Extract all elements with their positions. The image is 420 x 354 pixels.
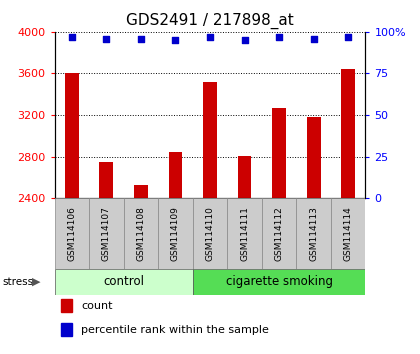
Bar bbox=[193, 198, 227, 269]
Bar bbox=[238, 156, 252, 198]
Bar bbox=[203, 82, 217, 198]
Text: GSM114112: GSM114112 bbox=[275, 206, 284, 261]
Text: GSM114110: GSM114110 bbox=[205, 206, 215, 261]
Bar bbox=[134, 185, 148, 198]
Point bbox=[138, 36, 144, 41]
Bar bbox=[307, 117, 320, 198]
Bar bbox=[193, 269, 365, 295]
Point bbox=[241, 37, 248, 43]
Text: GSM114114: GSM114114 bbox=[344, 206, 353, 261]
Text: GSM114109: GSM114109 bbox=[171, 206, 180, 261]
Text: ▶: ▶ bbox=[32, 277, 40, 287]
Bar bbox=[89, 198, 123, 269]
Bar bbox=[262, 198, 297, 269]
Bar bbox=[158, 198, 193, 269]
Text: GSM114108: GSM114108 bbox=[136, 206, 145, 261]
Text: GSM114111: GSM114111 bbox=[240, 206, 249, 261]
Text: GDS2491 / 217898_at: GDS2491 / 217898_at bbox=[126, 12, 294, 29]
Text: count: count bbox=[81, 301, 113, 310]
Bar bbox=[61, 299, 72, 312]
Bar bbox=[55, 269, 193, 295]
Point bbox=[207, 34, 213, 40]
Point bbox=[68, 34, 75, 40]
Text: cigarette smoking: cigarette smoking bbox=[226, 275, 333, 288]
Bar bbox=[65, 74, 79, 198]
Bar bbox=[297, 198, 331, 269]
Bar bbox=[331, 198, 365, 269]
Point bbox=[345, 34, 352, 40]
Bar bbox=[272, 108, 286, 198]
Text: GSM114106: GSM114106 bbox=[67, 206, 76, 261]
Point bbox=[276, 34, 282, 40]
Bar bbox=[227, 198, 262, 269]
Bar bbox=[168, 153, 182, 198]
Point bbox=[310, 36, 317, 41]
Text: percentile rank within the sample: percentile rank within the sample bbox=[81, 325, 269, 335]
Bar bbox=[61, 323, 72, 336]
Point bbox=[103, 36, 110, 41]
Text: control: control bbox=[103, 275, 144, 288]
Text: stress: stress bbox=[2, 277, 33, 287]
Bar bbox=[341, 69, 355, 198]
Bar bbox=[55, 198, 89, 269]
Text: GSM114107: GSM114107 bbox=[102, 206, 111, 261]
Point bbox=[172, 37, 179, 43]
Text: GSM114113: GSM114113 bbox=[309, 206, 318, 261]
Bar bbox=[123, 198, 158, 269]
Bar bbox=[100, 162, 113, 198]
